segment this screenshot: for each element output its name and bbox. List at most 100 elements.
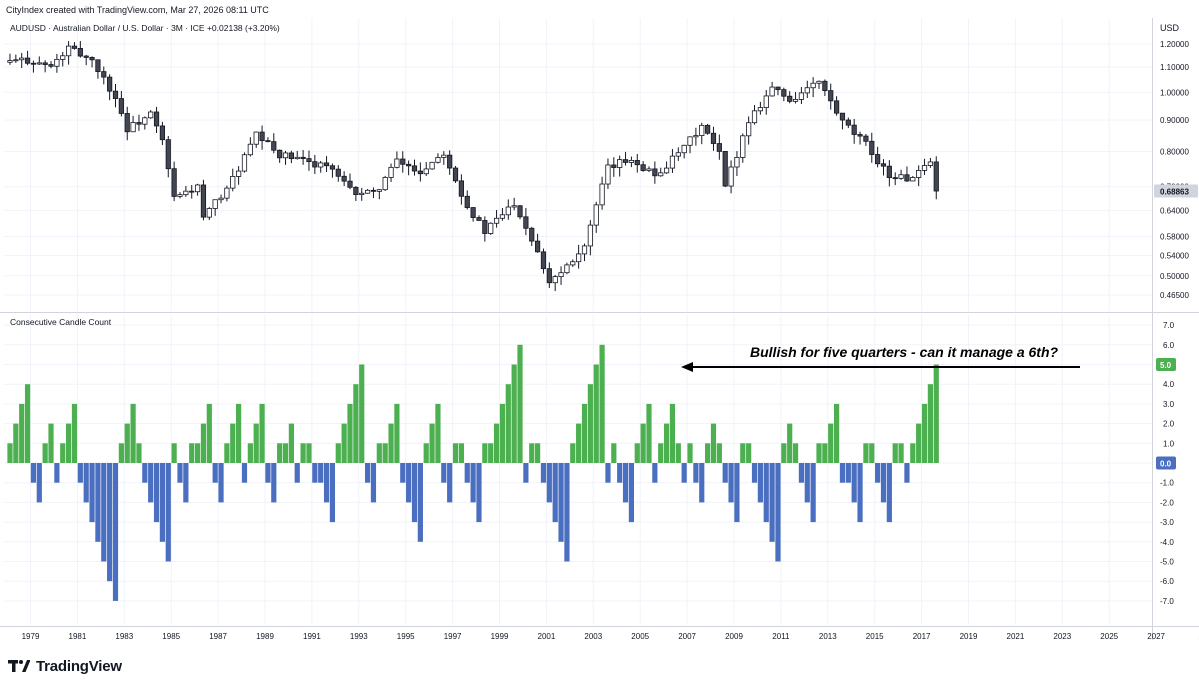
candle-body bbox=[493, 217, 500, 224]
candle-body bbox=[798, 92, 805, 100]
price-legend: AUDUSD · Australian Dollar / U.S. Dollar… bbox=[10, 23, 280, 33]
price-candle bbox=[927, 157, 933, 168]
candle-body bbox=[183, 190, 189, 196]
indicator-bar bbox=[66, 423, 72, 463]
candle-body bbox=[693, 135, 699, 138]
indicator-bar bbox=[816, 443, 822, 463]
time-axis-label: 1979 bbox=[22, 632, 40, 641]
indicator-bar bbox=[921, 403, 928, 463]
indicator-bar bbox=[904, 463, 910, 483]
indicator-bar bbox=[675, 443, 681, 463]
price-candle bbox=[857, 131, 863, 145]
price-candle bbox=[136, 114, 142, 131]
price-candle bbox=[406, 160, 412, 176]
indicator-bar bbox=[341, 423, 347, 463]
candle-body bbox=[359, 192, 365, 195]
price-candle bbox=[505, 199, 511, 220]
indicator-bar bbox=[593, 364, 599, 463]
price-candle bbox=[118, 90, 124, 117]
price-candle bbox=[142, 116, 148, 130]
price-candle bbox=[898, 169, 904, 180]
candle-body bbox=[347, 180, 353, 188]
indicator-bar bbox=[101, 463, 107, 562]
indicator-bar bbox=[470, 463, 476, 503]
candle-body bbox=[910, 177, 916, 182]
candle-body bbox=[869, 140, 875, 155]
price-candle bbox=[875, 146, 881, 168]
candle-body bbox=[200, 184, 207, 218]
price-candle bbox=[798, 86, 805, 105]
indicator-bar bbox=[523, 463, 529, 483]
price-axis-label: 0.50000 bbox=[1160, 272, 1189, 281]
indicator-bar bbox=[458, 443, 464, 463]
candle-body bbox=[42, 62, 48, 65]
indicator-bar bbox=[587, 384, 593, 463]
indicator-bar bbox=[769, 463, 775, 542]
indicator-bar bbox=[306, 443, 312, 463]
indicator-bar bbox=[48, 423, 54, 463]
tradingview-logo[interactable]: TradingView bbox=[8, 656, 122, 676]
price-candle bbox=[828, 83, 834, 110]
price-candle bbox=[189, 184, 195, 199]
price-candle bbox=[499, 207, 506, 221]
indicator-bar bbox=[792, 443, 799, 463]
price-candle bbox=[622, 151, 629, 166]
indicator-bar bbox=[89, 463, 95, 523]
candle-body bbox=[458, 180, 464, 197]
candle-body bbox=[171, 168, 177, 197]
price-candle bbox=[658, 167, 664, 177]
price-candle bbox=[552, 274, 558, 292]
indicator-bar bbox=[781, 443, 787, 463]
price-candle bbox=[546, 262, 552, 288]
indicator-bar bbox=[886, 463, 892, 523]
indicator-bar bbox=[482, 443, 488, 463]
candle-body bbox=[581, 245, 588, 255]
candle-body bbox=[189, 190, 195, 193]
candle-body bbox=[687, 136, 693, 146]
indicator-bar bbox=[617, 463, 623, 483]
price-candle bbox=[388, 163, 394, 183]
indicator-bar bbox=[581, 403, 588, 463]
candle-body bbox=[294, 156, 300, 160]
indicator-bar bbox=[230, 423, 236, 463]
candle-body bbox=[19, 57, 25, 61]
indicator-axis-label: 6.0 bbox=[1163, 341, 1175, 350]
indicator-bar bbox=[394, 403, 400, 463]
price-candle bbox=[910, 175, 916, 182]
candle-body bbox=[335, 168, 341, 177]
indicator-bar bbox=[300, 443, 306, 463]
time-axis-label: 2007 bbox=[678, 632, 696, 641]
indicator-bar bbox=[353, 384, 359, 463]
price-candle bbox=[599, 176, 605, 210]
candle-body bbox=[406, 163, 412, 167]
price-candle bbox=[892, 172, 898, 186]
price-axis-label: 1.00000 bbox=[1160, 88, 1189, 97]
candle-body bbox=[341, 175, 347, 182]
price-candle bbox=[863, 133, 869, 146]
indicator-bar bbox=[757, 463, 763, 503]
indicator-bar bbox=[863, 443, 869, 463]
price-candle bbox=[306, 150, 312, 171]
candle-body bbox=[570, 261, 576, 266]
price-candle bbox=[646, 166, 652, 173]
indicator-bar bbox=[798, 463, 805, 483]
time-axis-label: 1995 bbox=[397, 632, 415, 641]
price-candle bbox=[347, 173, 353, 190]
price-candle bbox=[728, 160, 734, 194]
price-candle bbox=[60, 51, 66, 67]
indicator-bar bbox=[535, 443, 541, 463]
indicator-bar bbox=[663, 423, 670, 463]
price-candle bbox=[71, 42, 78, 50]
price-candle bbox=[640, 161, 646, 172]
price-candle bbox=[359, 187, 365, 201]
price-candle bbox=[165, 135, 171, 178]
candle-body bbox=[54, 58, 60, 67]
indicator-bar bbox=[611, 443, 617, 463]
candle-body bbox=[810, 82, 816, 89]
indicator-bar bbox=[839, 463, 846, 483]
candle-body bbox=[640, 164, 646, 171]
time-axis-label: 2021 bbox=[1007, 632, 1025, 641]
price-candle bbox=[417, 162, 423, 182]
